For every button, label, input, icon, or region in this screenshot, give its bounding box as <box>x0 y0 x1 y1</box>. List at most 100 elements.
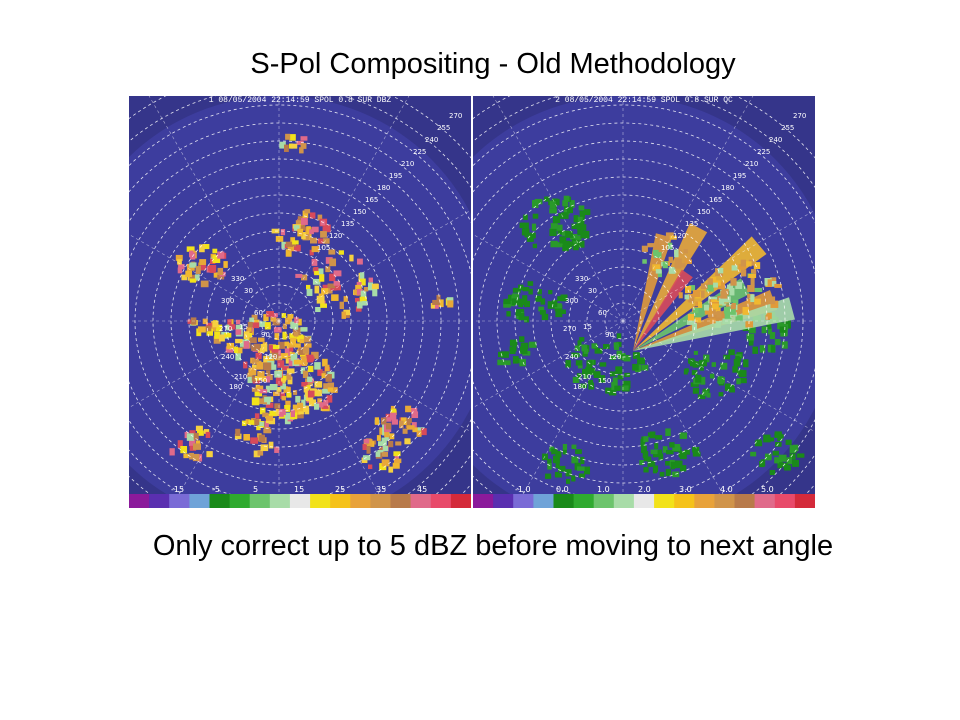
echo-cell <box>263 314 269 322</box>
echo-cell <box>204 429 210 434</box>
echo-cell <box>287 314 294 319</box>
echo-cell <box>585 368 590 375</box>
echo-cell <box>235 324 243 330</box>
echo-cell <box>550 240 558 248</box>
azimuth-label: 240 <box>221 353 234 361</box>
echo-cell <box>559 236 567 244</box>
echo-cell <box>508 294 515 301</box>
color-scale-tick: 0.0 <box>556 485 569 494</box>
echo-cell <box>728 349 735 356</box>
echo-cell <box>252 358 260 365</box>
azimuth-label: 60 <box>598 309 607 317</box>
echo-cell <box>294 343 301 348</box>
echo-cell <box>266 376 271 383</box>
echo-cell <box>609 355 617 360</box>
echo-cell <box>269 345 277 351</box>
radar-disk <box>129 96 471 508</box>
echo-cell <box>731 265 738 271</box>
echo-cell <box>770 345 776 353</box>
echo-cell <box>526 236 534 242</box>
echo-cell <box>714 321 721 328</box>
echo-cell <box>300 327 308 332</box>
echo-cell <box>766 322 772 330</box>
echo-cell <box>212 255 221 264</box>
range-label: 105 <box>317 244 330 252</box>
echo-cell <box>311 246 320 253</box>
echo-cell <box>550 223 558 231</box>
echo-cell <box>321 370 327 376</box>
echo-cell <box>326 395 333 403</box>
echo-cell <box>385 422 392 430</box>
echo-cell <box>297 216 304 223</box>
echo-cell <box>742 307 749 315</box>
echo-cell <box>552 300 558 308</box>
echo-cell <box>781 341 788 349</box>
echo-cell <box>542 453 548 461</box>
echo-cell <box>702 388 710 393</box>
echo-cell <box>306 284 311 290</box>
echo-cell <box>518 284 524 291</box>
azimuth-spoke <box>514 320 624 508</box>
echo-cell <box>186 246 195 252</box>
echo-cell <box>567 207 573 214</box>
echo-cell <box>189 250 194 258</box>
echo-cell <box>748 326 756 334</box>
azimuth-label: 30 <box>244 287 253 295</box>
echo-cell <box>675 258 682 265</box>
echo-cell <box>189 430 196 435</box>
echo-cell <box>674 262 682 269</box>
echo-cell <box>565 231 573 238</box>
echo-cell <box>767 296 776 305</box>
echo-cell <box>650 431 656 439</box>
azimuth-spoke <box>170 320 280 508</box>
echo-cell <box>329 258 337 267</box>
echo-cell <box>732 299 739 305</box>
echo-cell <box>343 296 348 302</box>
echo-cell <box>264 420 269 428</box>
echo-cell <box>579 383 588 389</box>
echo-cell <box>532 243 538 249</box>
echo-cell <box>197 326 206 333</box>
echo-cell <box>356 281 362 287</box>
echo-cell <box>306 226 311 234</box>
echo-cell <box>363 439 370 444</box>
echo-cell <box>243 434 250 441</box>
echo-cell <box>728 384 735 392</box>
echo-cell <box>247 376 253 384</box>
echo-cell <box>702 390 709 396</box>
color-swatch <box>654 494 675 508</box>
echo-cell <box>789 445 795 453</box>
echo-cell <box>274 370 282 378</box>
echo-cell <box>750 294 755 303</box>
echo-cell <box>577 240 585 248</box>
echo-cell <box>390 405 396 412</box>
echo-cell <box>258 434 265 442</box>
azimuth-spoke <box>622 320 732 508</box>
echo-cell <box>716 310 722 318</box>
echo-cell <box>578 473 586 478</box>
echo-cell <box>654 449 663 458</box>
echo-cell <box>573 215 579 223</box>
azimuth-spoke <box>473 320 624 408</box>
color-swatch <box>390 494 412 508</box>
echo-cell <box>322 238 330 244</box>
echo-cell <box>438 299 444 308</box>
echo-cell <box>551 448 558 455</box>
echo-cell <box>265 402 274 408</box>
echo-cell <box>576 222 584 230</box>
echo-cell <box>579 337 585 342</box>
echo-cell <box>642 451 649 459</box>
echo-cell <box>581 344 588 352</box>
echo-cell <box>257 371 265 377</box>
echo-cell <box>666 450 674 455</box>
echo-cell <box>599 362 607 367</box>
echo-cell <box>366 445 371 454</box>
echo-cell <box>521 228 530 236</box>
echo-cell <box>519 222 526 229</box>
echo-cell <box>269 410 277 417</box>
azimuth-label: 90 <box>605 331 614 339</box>
echo-cell <box>297 223 306 231</box>
echo-cell <box>699 290 705 298</box>
echo-cell <box>257 421 264 427</box>
echo-cell <box>587 368 596 375</box>
